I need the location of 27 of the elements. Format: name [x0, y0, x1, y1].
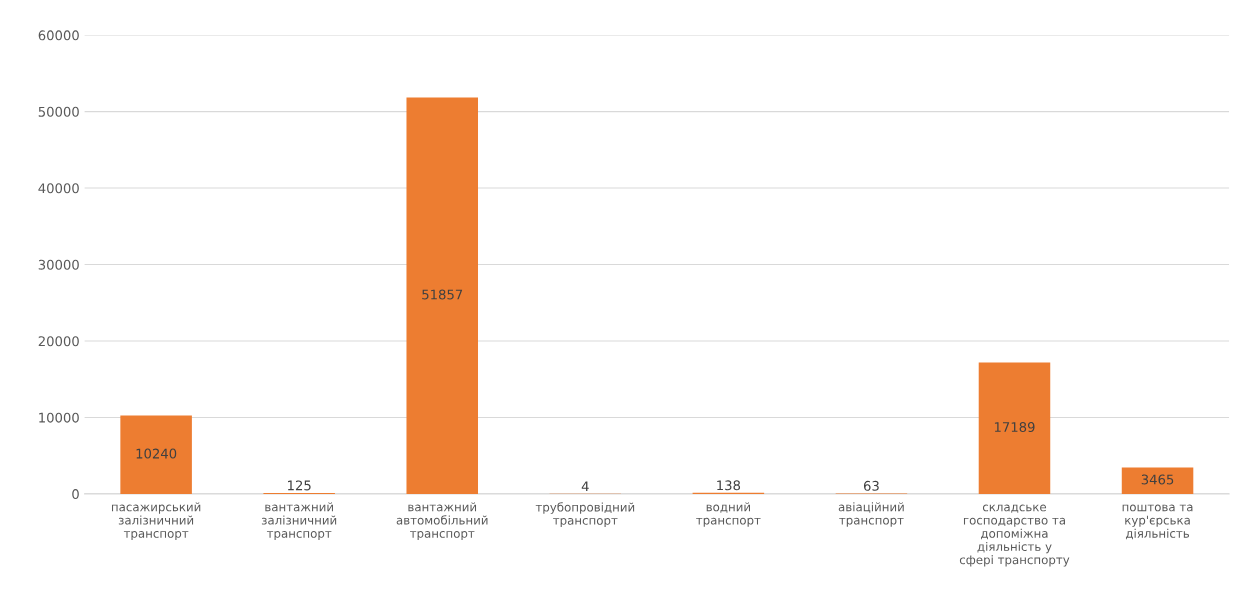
x-tick-label: пасажирський залізничний транспорт [111, 502, 201, 541]
x-tick-label: водний транспорт [696, 502, 761, 527]
data-label: 138 [717, 480, 741, 491]
y-tick-label: 20000 [38, 336, 79, 347]
data-label: 63 [863, 480, 879, 491]
bar [406, 97, 479, 494]
y-tick-label: 0 [72, 489, 79, 500]
data-label: 10240 [136, 448, 177, 459]
data-label: 3465 [1141, 474, 1174, 485]
x-tick-label: вантажний залізничний транспорт [261, 502, 337, 541]
data-label: 51857 [422, 289, 463, 300]
bar [978, 362, 1051, 494]
bar [120, 415, 192, 494]
data-label: 125 [288, 480, 311, 491]
data-label: 4 [581, 481, 589, 492]
x-tick-label: трубопровідний транспорт [535, 502, 635, 528]
data-label: 17189 [994, 422, 1035, 433]
y-tick-label: 40000 [38, 183, 79, 194]
x-tick-label: складське господарство та допоміжна діяльність у сфері транспорту [959, 504, 1070, 567]
y-tick-label: 50000 [38, 106, 79, 117]
x-tick-label: авіаційний транспорт [838, 502, 904, 527]
y-tick-label: 10000 [39, 412, 79, 423]
y-tick-label: 60000 [38, 30, 79, 41]
bar [1121, 467, 1194, 494]
x-tick-label: поштова та кур'єрська діяльність [1122, 504, 1193, 540]
y-tick-label: 30000 [38, 259, 79, 270]
x-tick-label: вантажний автомобільний транспорт [396, 502, 488, 541]
